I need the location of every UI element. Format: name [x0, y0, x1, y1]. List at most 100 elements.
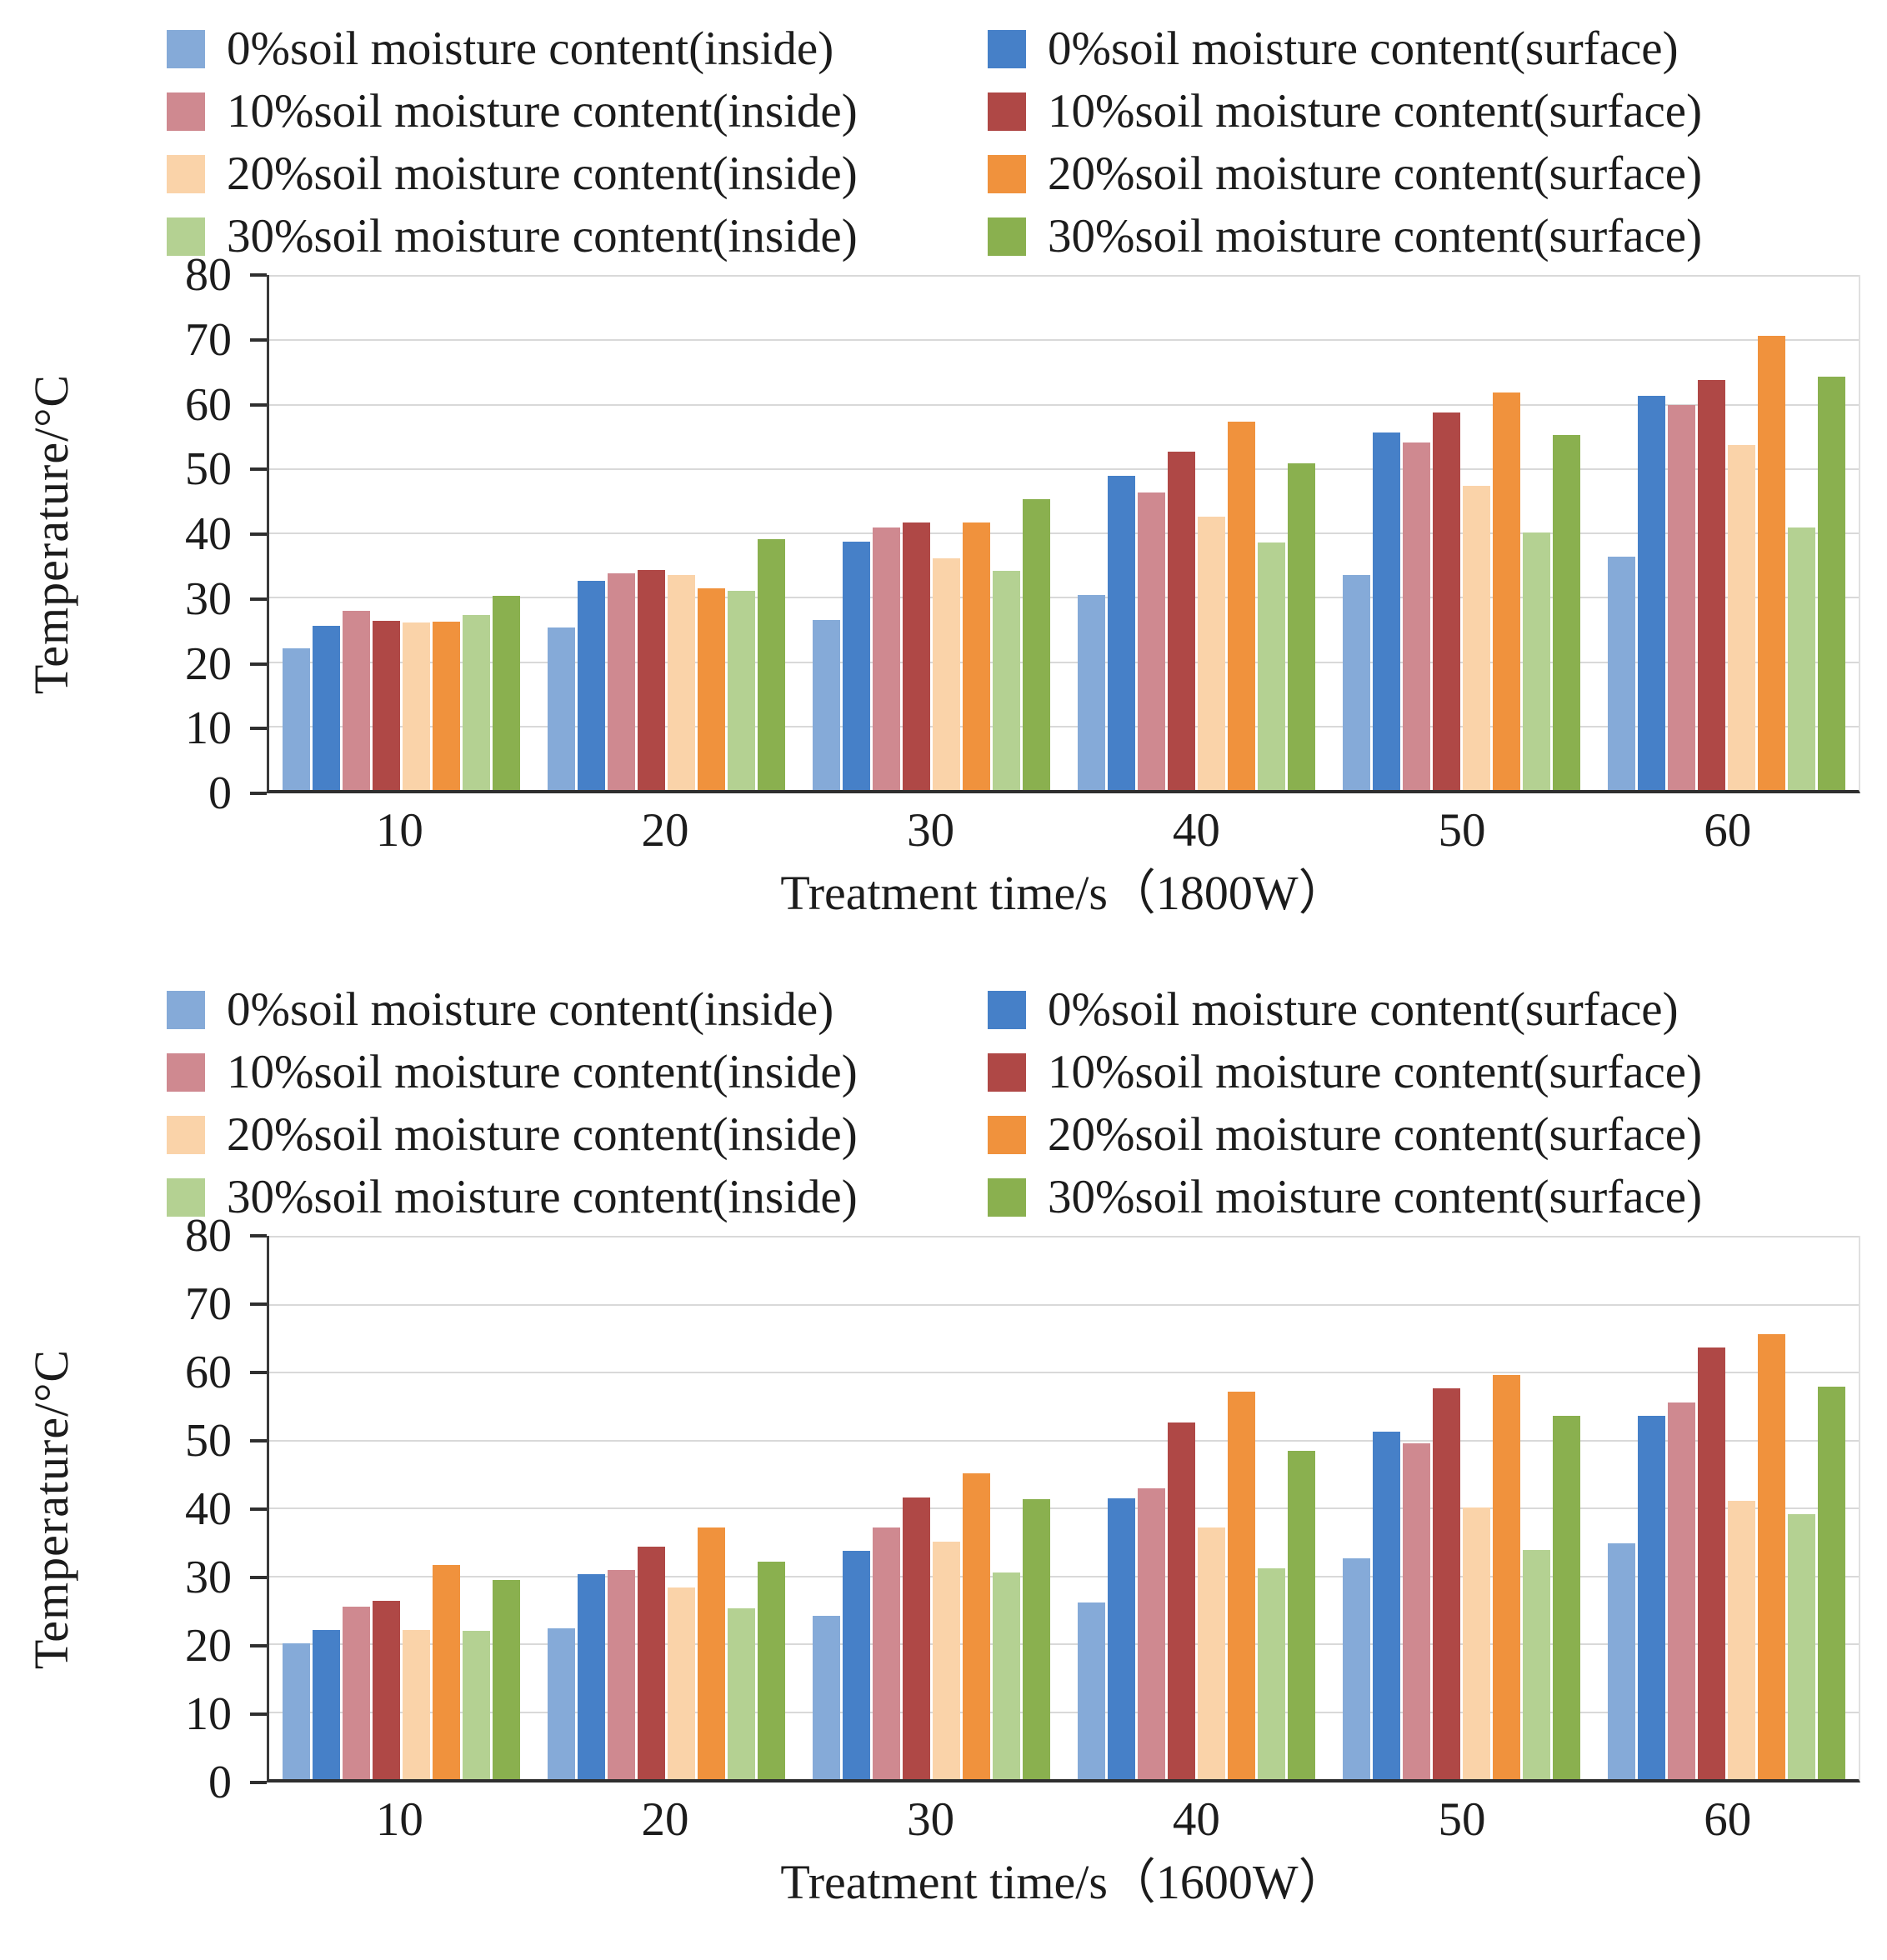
plot-area	[267, 275, 1860, 793]
bar	[638, 569, 666, 790]
y-tick-label: 60	[185, 1347, 232, 1398]
bar-group	[269, 1236, 534, 1779]
bar-group	[269, 275, 534, 790]
chart-1600w: 0%soil moisture content(inside) 0%soil mo…	[0, 979, 1887, 1907]
bar	[373, 620, 401, 790]
y-tick-label: 40	[185, 1483, 232, 1535]
bar	[403, 1629, 431, 1779]
x-tick-label: 60	[1704, 1793, 1752, 1846]
bar	[903, 522, 931, 790]
bar	[873, 527, 901, 790]
x-tick-label: 60	[1704, 804, 1752, 857]
x-tick-label: 50	[1438, 1793, 1486, 1846]
bar-group	[799, 1236, 1064, 1779]
bar	[1552, 1415, 1580, 1779]
y-tick-mark	[250, 1644, 267, 1648]
y-tick-mark	[250, 402, 267, 407]
y-tick-label: 0	[208, 768, 232, 819]
bar	[403, 622, 431, 790]
bar	[1257, 542, 1285, 790]
y-tick-mark	[250, 1576, 267, 1579]
bar	[993, 1572, 1021, 1779]
bar	[1727, 1500, 1755, 1779]
y-axis: Temperature/°C 0 10 20 30 40 50 60 70 80	[0, 1212, 267, 1806]
legend-label: 30%soil moisture content(inside)	[227, 210, 858, 262]
y-tick-mark	[250, 792, 267, 795]
x-tick-label: 30	[907, 804, 955, 857]
legend-item: 10%soil moisture content(inside)	[167, 1042, 988, 1102]
legend-item: 30%soil moisture content(surface)	[988, 206, 1887, 267]
bar	[548, 627, 576, 790]
y-tick-label: 10	[185, 1688, 232, 1740]
bar	[1287, 462, 1315, 790]
y-tick-label: 40	[185, 508, 232, 560]
bar	[933, 1541, 961, 1779]
bar	[493, 1580, 521, 1779]
bar	[963, 1473, 991, 1779]
bar	[1817, 1386, 1845, 1779]
x-axis-title: Treatment time/s（1800W）	[780, 866, 1347, 920]
bar	[1077, 594, 1105, 790]
y-tick-mark	[250, 1439, 267, 1442]
bar	[1817, 377, 1845, 790]
bar	[1697, 379, 1725, 790]
legend-item: 30%soil moisture content(inside)	[167, 206, 988, 267]
y-tick-mark	[250, 1302, 267, 1306]
gridline	[269, 1372, 1859, 1373]
bar	[1757, 1334, 1785, 1779]
bar	[758, 1562, 786, 1779]
x-tick-label: 40	[1172, 1793, 1220, 1846]
bar	[1227, 422, 1255, 790]
bar	[1023, 498, 1051, 790]
bar	[373, 1601, 401, 1779]
bar	[1637, 396, 1665, 790]
legend-swatch-icon	[988, 990, 1026, 1029]
gridline	[269, 725, 1859, 728]
y-tick-mark	[250, 532, 267, 536]
bar-group	[799, 275, 1064, 790]
y-tick-mark	[250, 273, 267, 277]
legend-swatch-icon	[167, 1115, 205, 1154]
legend-swatch-icon	[167, 1052, 205, 1092]
bar	[1167, 1422, 1195, 1779]
y-tick-label: 70	[185, 1278, 232, 1330]
bar	[608, 1569, 636, 1779]
y-tick-mark	[250, 1508, 267, 1511]
bar	[493, 595, 521, 790]
gridline	[269, 661, 1859, 663]
bar	[1432, 412, 1460, 790]
legend-item: 0%soil moisture content(surface)	[988, 18, 1887, 79]
bar	[1637, 1415, 1665, 1779]
y-tick-mark	[250, 597, 267, 601]
gridline	[269, 1508, 1859, 1509]
bar	[548, 1628, 576, 1779]
legend-label: 0%soil moisture content(surface)	[1048, 22, 1679, 75]
legend-item: 0%soil moisture content(surface)	[988, 979, 1887, 1040]
bar	[1342, 575, 1370, 790]
bar	[758, 538, 786, 790]
bar	[1402, 1442, 1430, 1779]
y-tick-label: 20	[185, 1620, 232, 1672]
bar	[1287, 1450, 1315, 1779]
legend-item: 30%soil moisture content(inside)	[167, 1167, 988, 1228]
bars-layer	[269, 275, 1859, 790]
plot-row: Temperature/°C 0 10 20 30 40 50 60 70 80	[0, 252, 1860, 817]
bar	[463, 1630, 491, 1779]
bar	[1492, 392, 1520, 790]
y-tick-label: 60	[185, 378, 232, 431]
plot-row: Temperature/°C 0 10 20 30 40 50 60 70 80	[0, 1212, 1860, 1806]
bar	[1787, 527, 1815, 790]
y-tick-mark	[250, 727, 267, 731]
bar	[1167, 451, 1195, 790]
bar	[608, 573, 636, 790]
bar-group	[1594, 275, 1859, 790]
bar	[1607, 557, 1635, 790]
y-tick-mark	[250, 338, 267, 342]
legend-label: 20%soil moisture content(surface)	[1048, 1108, 1703, 1161]
bar	[313, 1629, 341, 1779]
legend-label: 10%soil moisture content(surface)	[1048, 85, 1703, 138]
bar	[1522, 1549, 1550, 1779]
bar	[813, 620, 841, 790]
bar-group	[1064, 275, 1329, 790]
legend-label: 30%soil moisture content(inside)	[227, 1171, 858, 1223]
